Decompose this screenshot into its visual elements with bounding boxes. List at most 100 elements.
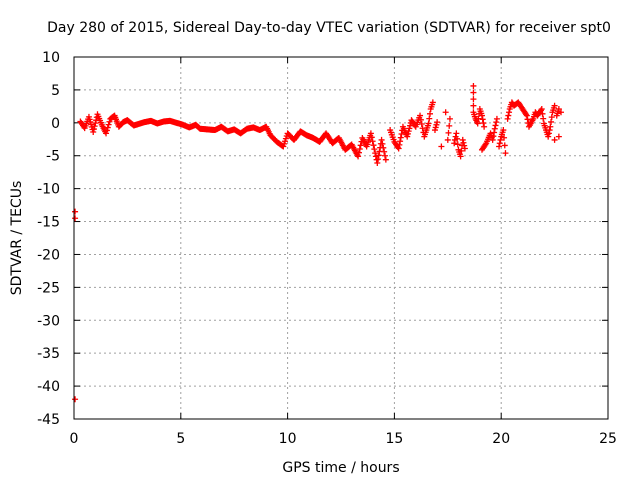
data-point (470, 96, 477, 103)
plot-frame (73, 56, 609, 420)
data-point (426, 115, 433, 122)
data-point (478, 112, 485, 119)
data-point (547, 123, 554, 130)
data-point (501, 134, 508, 141)
data-point (395, 145, 402, 152)
data-point (397, 138, 404, 145)
data-point (445, 129, 452, 136)
data-point (368, 134, 375, 141)
data-point (72, 215, 79, 222)
data-point (356, 146, 363, 153)
data-point (545, 133, 552, 140)
data-point (548, 114, 555, 121)
data-point (367, 130, 374, 137)
data-point (459, 136, 466, 143)
y-tick-label: 10 (42, 50, 60, 66)
y-tick-label: -45 (37, 412, 60, 428)
x-tick-label: 10 (279, 431, 297, 447)
data-point (105, 121, 112, 128)
data-point (470, 82, 477, 89)
data-point (558, 109, 565, 116)
data-point (355, 149, 362, 156)
x-tick-label: 0 (70, 431, 79, 447)
y-tick-label: -25 (37, 280, 60, 296)
data-point (72, 396, 79, 403)
data-point (490, 133, 497, 140)
data-point (482, 141, 489, 148)
data-point (489, 136, 496, 143)
data-point (504, 115, 511, 122)
data-point (451, 140, 458, 147)
data-point (546, 127, 553, 134)
data-point (355, 153, 362, 160)
data-point (72, 208, 79, 215)
y-tick-label: 0 (51, 116, 60, 132)
data-point (454, 141, 461, 148)
data-point (371, 146, 378, 153)
x-tick-label: 25 (599, 431, 617, 447)
data-point (372, 150, 379, 157)
data-point (496, 140, 503, 147)
y-tick-label: -30 (37, 313, 60, 329)
data-point (481, 123, 488, 130)
data-point (457, 153, 464, 160)
data-point (461, 142, 468, 149)
data-point (444, 136, 451, 143)
data-point (551, 102, 558, 109)
data-point (555, 105, 562, 112)
data-point (397, 134, 404, 141)
data-point (434, 119, 441, 126)
y-tick-label: -35 (37, 346, 60, 362)
y-tick-label: -10 (37, 182, 60, 198)
data-point (396, 141, 403, 148)
y-tick-label: -40 (37, 379, 60, 395)
data-point (374, 159, 381, 166)
data-point (404, 133, 411, 140)
data-point (470, 102, 477, 109)
grid (74, 57, 608, 419)
data-point (493, 115, 500, 122)
data-point (104, 124, 111, 131)
data-point (442, 109, 449, 116)
data-point (427, 110, 433, 117)
y-axis-label: SDTVAR / TECUs (9, 181, 25, 296)
data-point (379, 140, 386, 147)
data-point (382, 152, 389, 159)
data-point (555, 133, 562, 140)
data-point (425, 120, 432, 127)
data-point (458, 147, 465, 154)
data-point (446, 115, 453, 122)
data-point (480, 120, 487, 127)
data-point (398, 131, 405, 138)
data-point (538, 105, 545, 112)
data-point (92, 120, 99, 127)
data-point (417, 112, 424, 119)
data-point (491, 129, 498, 136)
y-tick-label: 5 (51, 83, 60, 99)
y-axis-ticks: 10 5 0 -5 -10 -15 -20 -25 -30 -35 -40 -45 (37, 50, 608, 428)
data-point (446, 122, 453, 129)
data-point (438, 143, 445, 150)
data-point (454, 135, 461, 142)
chart-title: Day 280 of 2015, Sidereal Day-to-day VTE… (47, 20, 611, 36)
data-points (72, 82, 565, 403)
data-point (91, 123, 98, 130)
data-point (539, 110, 546, 117)
data-point (500, 127, 507, 134)
data-point (502, 150, 509, 157)
data-point (501, 142, 508, 149)
data-point (370, 142, 377, 149)
data-point (540, 115, 547, 122)
data-point (406, 125, 413, 132)
data-point (537, 107, 544, 114)
data-point (103, 130, 110, 137)
data-point (506, 109, 513, 116)
data-point (492, 122, 499, 129)
data-point (524, 116, 531, 123)
data-point (474, 120, 481, 127)
y-tick-label: -15 (37, 215, 60, 231)
data-point (103, 127, 110, 134)
data-point (375, 156, 382, 163)
data-point (479, 116, 486, 123)
